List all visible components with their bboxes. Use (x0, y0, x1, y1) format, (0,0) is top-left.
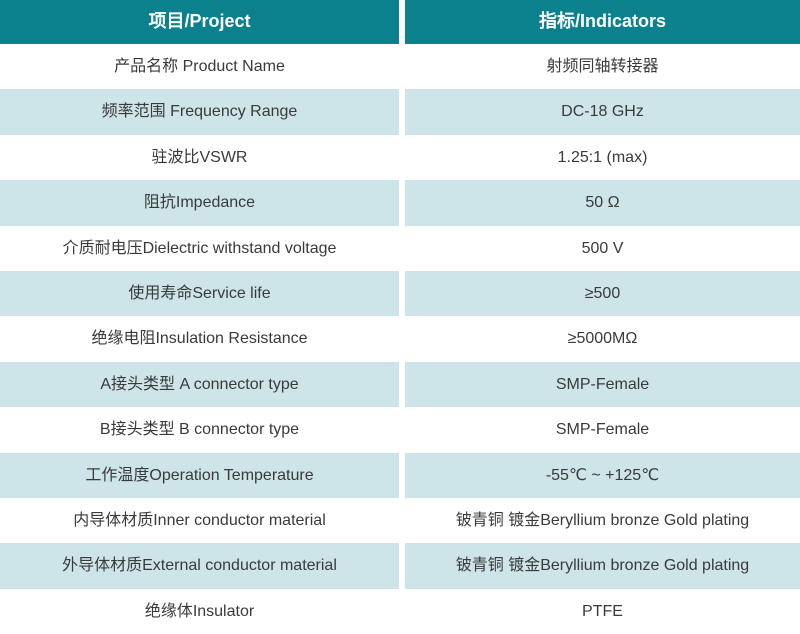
header-project-cell: 项目/Project (0, 0, 399, 44)
table-header-row: 项目/Project 指标/Indicators (0, 0, 800, 44)
header-indicators-cell: 指标/Indicators (405, 0, 800, 44)
column-divider (399, 497, 405, 544)
column-divider (399, 543, 405, 589)
column-divider (399, 134, 405, 181)
table-row: 介质耐电压Dielectric withstand voltage 500 V (0, 225, 800, 271)
indicator-cell: ≥5000MΩ (405, 316, 800, 362)
project-cell: 内导体材质Inner conductor material (0, 497, 399, 544)
table-row: 驻波比VSWR 1.25:1 (max) (0, 134, 800, 181)
project-cell: 产品名称 Product Name (0, 44, 399, 90)
column-divider (399, 225, 405, 271)
indicator-cell: SMP-Female (405, 361, 800, 408)
table-row: 绝缘电阻Insulation Resistance ≥5000MΩ (0, 316, 800, 362)
column-divider (399, 0, 405, 44)
column-divider (399, 180, 405, 226)
project-cell: 驻波比VSWR (0, 134, 399, 181)
table-row: 使用寿命Service life ≥500 (0, 270, 800, 317)
project-cell: 介质耐电压Dielectric withstand voltage (0, 225, 399, 271)
table-row: 频率范围 Frequency Range DC-18 GHz (0, 89, 800, 135)
project-cell: 频率范围 Frequency Range (0, 89, 399, 135)
project-cell: 绝缘体Insulator (0, 588, 399, 634)
table-row: 绝缘体Insulator PTFE (0, 588, 800, 634)
project-cell: 使用寿命Service life (0, 270, 399, 317)
table-row: A接头类型 A connector type SMP-Female (0, 361, 800, 408)
project-cell: B接头类型 B connector type (0, 407, 399, 453)
indicator-cell: 500 V (405, 225, 800, 271)
indicator-cell: 铍青铜 镀金Beryllium bronze Gold plating (405, 543, 800, 589)
project-cell: 阻抗Impedance (0, 180, 399, 226)
project-cell: 外导体材质External conductor material (0, 543, 399, 589)
table-row: 外导体材质External conductor material 铍青铜 镀金B… (0, 543, 800, 589)
column-divider (399, 361, 405, 408)
indicator-cell: 50 Ω (405, 180, 800, 226)
indicator-cell: DC-18 GHz (405, 89, 800, 135)
project-cell: 工作温度Operation Temperature (0, 452, 399, 498)
indicator-cell: PTFE (405, 588, 800, 634)
column-divider (399, 270, 405, 317)
table-row: B接头类型 B connector type SMP-Female (0, 407, 800, 453)
column-divider (399, 316, 405, 362)
table-row: 内导体材质Inner conductor material 铍青铜 镀金Bery… (0, 497, 800, 544)
project-cell: A接头类型 A connector type (0, 361, 399, 408)
project-cell: 绝缘电阻Insulation Resistance (0, 316, 399, 362)
column-divider (399, 452, 405, 498)
indicator-cell: 铍青铜 镀金Beryllium bronze Gold plating (405, 497, 800, 544)
column-divider (399, 588, 405, 634)
indicator-cell: -55℃ ~ +125℃ (405, 452, 800, 498)
table-body: 产品名称 Product Name 射频同轴转接器 频率范围 Frequency… (0, 44, 800, 634)
indicator-cell: 射频同轴转接器 (405, 44, 800, 90)
indicator-cell: SMP-Female (405, 407, 800, 453)
table-row: 阻抗Impedance 50 Ω (0, 180, 800, 226)
column-divider (399, 44, 405, 90)
table-row: 产品名称 Product Name 射频同轴转接器 (0, 44, 800, 90)
column-divider (399, 407, 405, 453)
table-row: 工作温度Operation Temperature -55℃ ~ +125℃ (0, 452, 800, 498)
indicator-cell: ≥500 (405, 270, 800, 317)
column-divider (399, 89, 405, 135)
indicator-cell: 1.25:1 (max) (405, 134, 800, 181)
